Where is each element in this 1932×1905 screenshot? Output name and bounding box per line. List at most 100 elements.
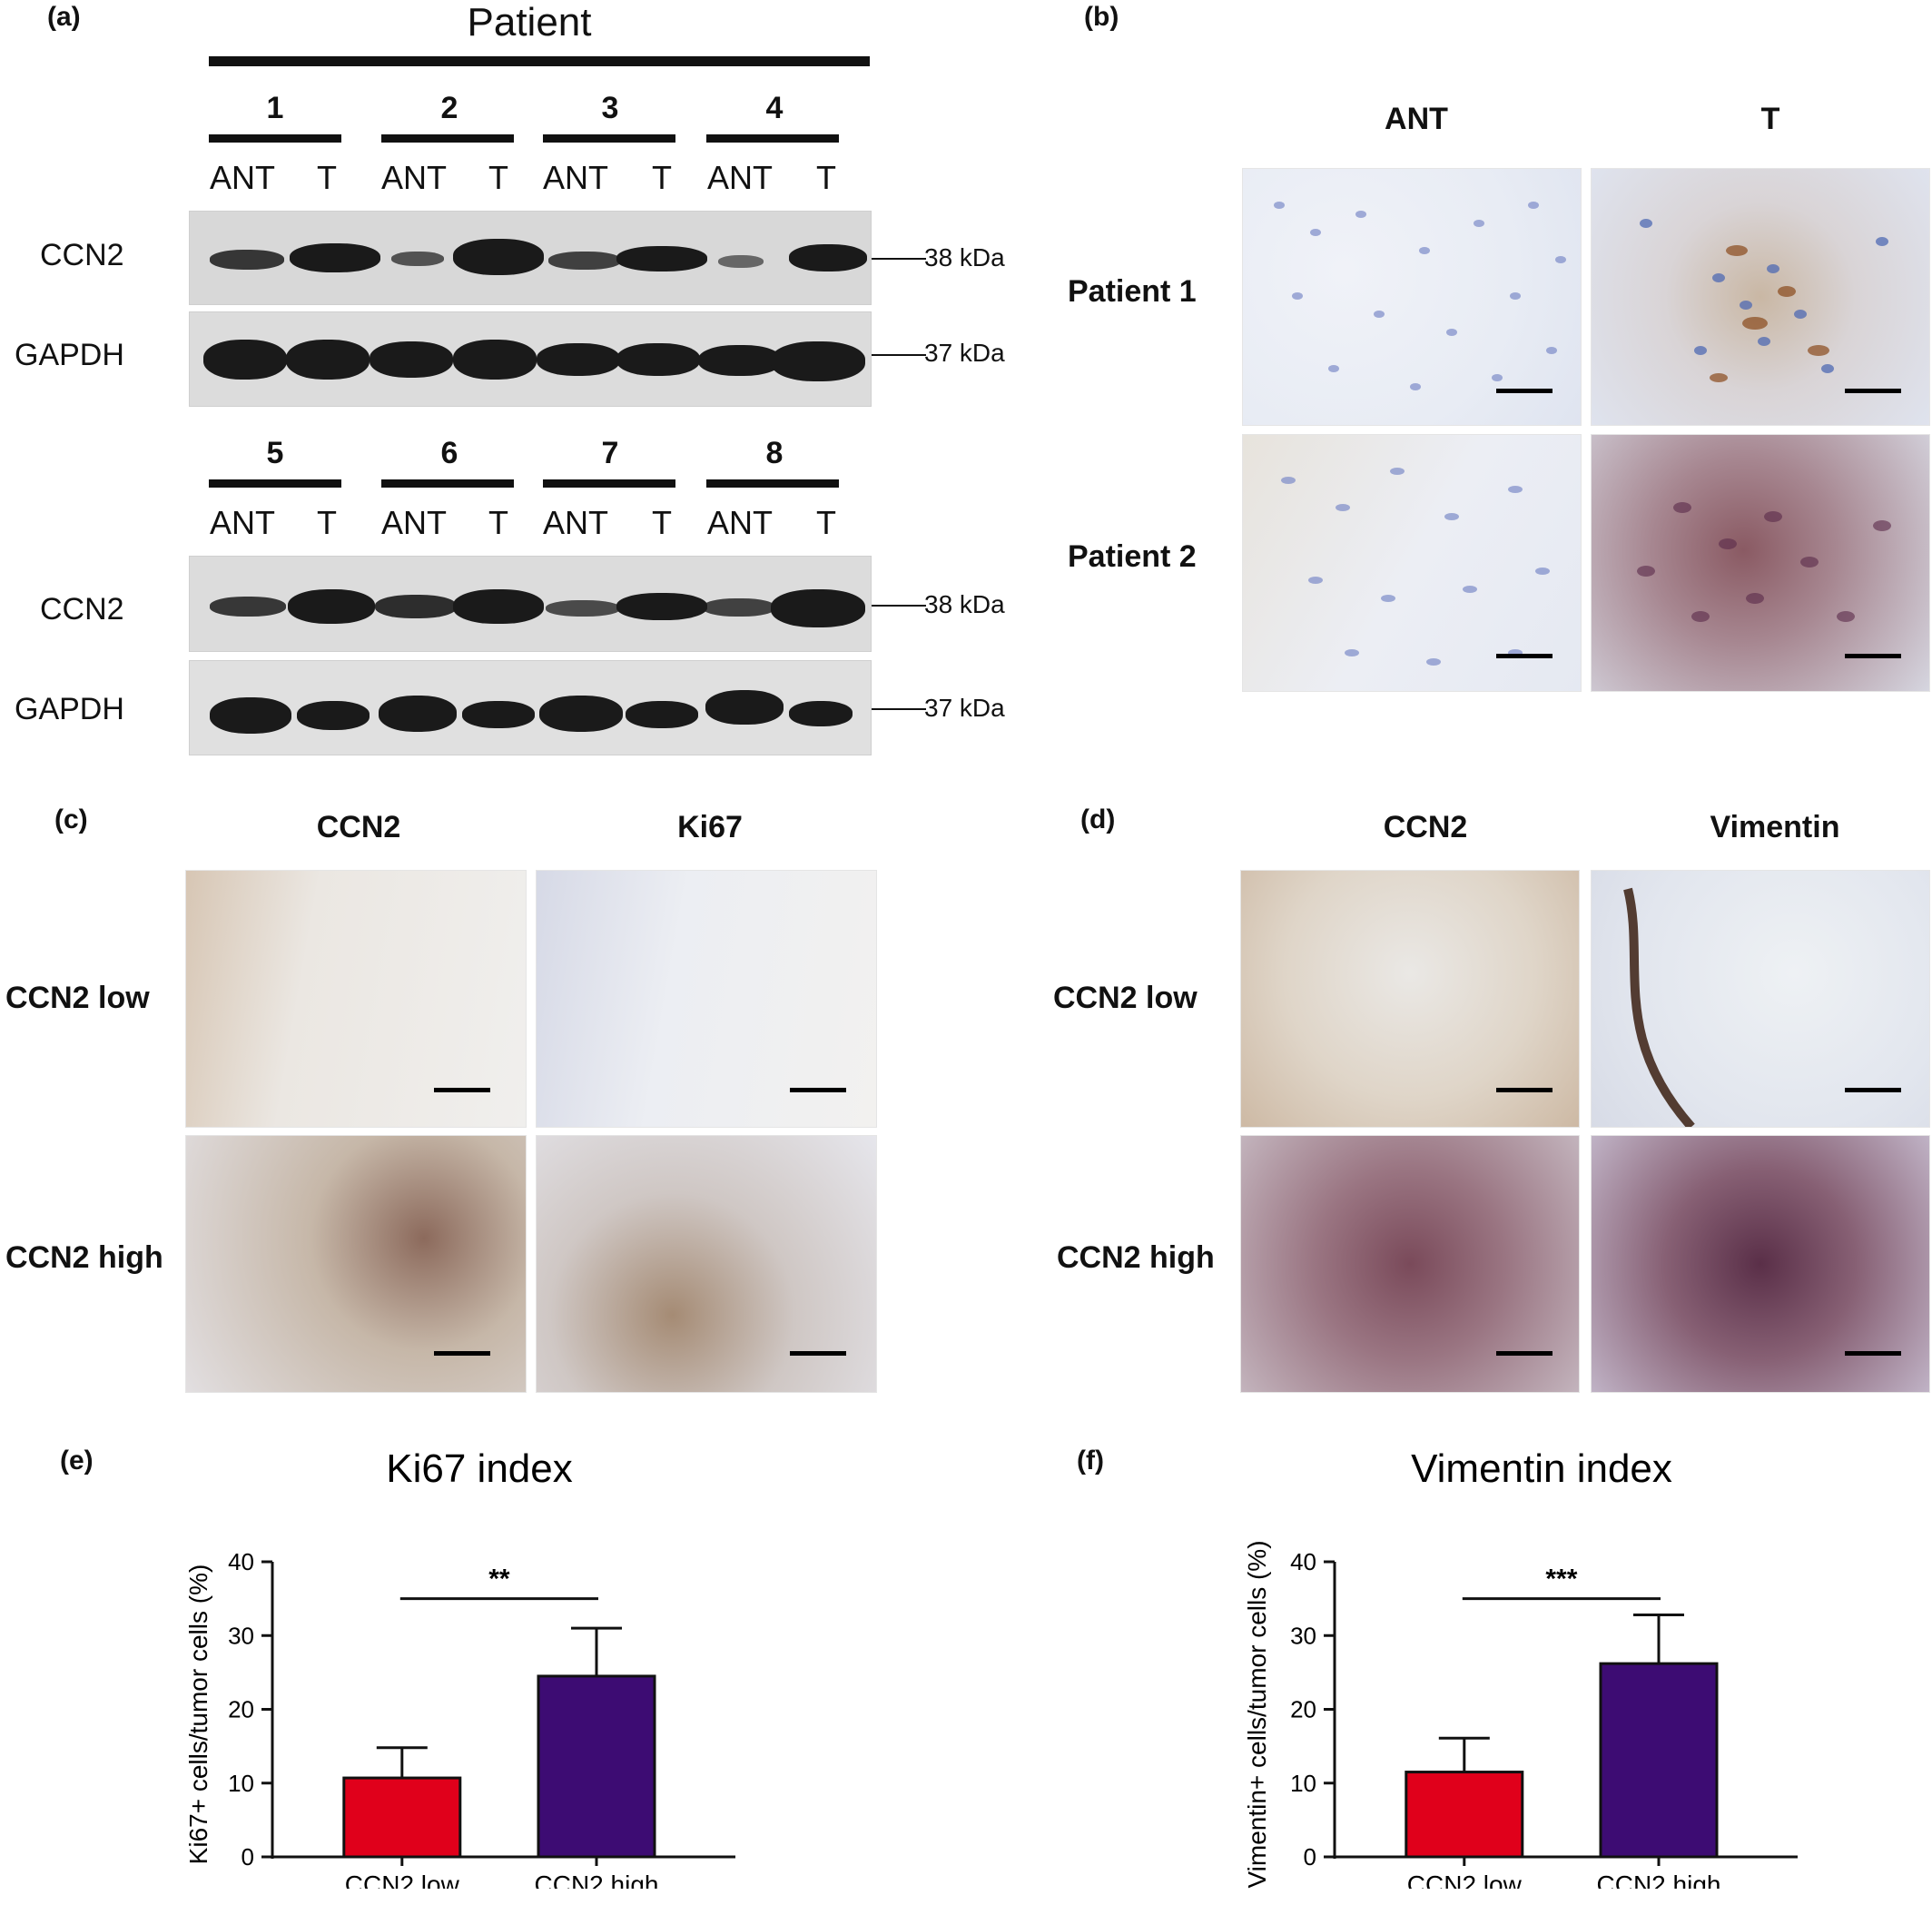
ihc-image-ki67-low <box>536 870 877 1128</box>
lane-label-t: T <box>317 504 337 541</box>
panel-label-d: (d) <box>1080 804 1116 834</box>
panel-label-b: (b) <box>1084 2 1119 32</box>
y-tick-label: 40 <box>1290 1548 1316 1575</box>
lane-label-ant: ANT <box>381 159 447 196</box>
bar <box>342 1776 462 1859</box>
kda-marker <box>872 605 926 607</box>
y-tick-label: 40 <box>228 1548 254 1575</box>
patient-number: 7 <box>601 436 619 470</box>
y-axis-label: Vimentin+ cells/tumor cells (%) <box>1243 1540 1271 1888</box>
scale-bar <box>1845 1088 1901 1092</box>
lane-label-t: T <box>816 504 836 541</box>
ccn2-blot-top <box>189 211 872 305</box>
significance-label: ** <box>488 1564 510 1594</box>
kda-label-gapdh: 37 kDa <box>924 339 1005 367</box>
gapdh-blot-bottom <box>189 660 872 755</box>
ihc-image-ccn2-high <box>185 1135 527 1393</box>
ihc-image-patient1-ant <box>1242 168 1582 426</box>
lane-label-ant: ANT <box>381 504 447 541</box>
ihc-image-ccn2-low-d <box>1240 870 1580 1128</box>
lane-label-ant: ANT <box>210 159 275 196</box>
kda-label-gapdh: 37 kDa <box>924 694 1005 722</box>
lane-label-t: T <box>816 159 836 196</box>
scale-bar <box>434 1088 490 1092</box>
row-label: Patient 1 <box>1068 274 1197 309</box>
patient-underline <box>543 134 675 143</box>
row-label-ccn2: CCN2 <box>40 238 124 272</box>
row-label: CCN2 low <box>1053 981 1198 1015</box>
ihc-image-ki67-high <box>536 1135 877 1393</box>
ihc-image-ccn2-high-d <box>1240 1135 1580 1393</box>
row-label: CCN2 high <box>1057 1240 1215 1275</box>
lane-label-ant: ANT <box>543 159 608 196</box>
patient-number: 3 <box>601 91 619 125</box>
column-label: Ki67 <box>677 810 743 844</box>
row-label-gapdh: GAPDH <box>15 338 124 372</box>
ihc-image-vimentin-low <box>1591 870 1930 1128</box>
panel-label-a: (a) <box>47 2 81 32</box>
plot-area: 0 10 20 30 40 CCN2 low CCN2 high *** <box>1290 1548 1798 1889</box>
x-tick-label: CCN2 low <box>345 1870 460 1889</box>
patient-number: 5 <box>266 436 284 470</box>
scale-bar <box>1496 389 1552 393</box>
panel-label-f: (f) <box>1077 1446 1104 1476</box>
ihc-stain-pattern <box>1623 887 1695 1127</box>
patient-underline <box>706 134 839 143</box>
patient-number: 1 <box>266 91 284 125</box>
blot-header: Patient <box>467 0 592 44</box>
column-label: CCN2 <box>316 810 401 844</box>
ihc-nuclei <box>1281 468 1550 666</box>
patient-number: 4 <box>765 91 784 125</box>
patient-underline <box>209 134 341 143</box>
kda-label-ccn2: 38 kDa <box>924 243 1005 271</box>
patient-underline <box>706 479 839 488</box>
y-tick-label: 0 <box>1304 1843 1316 1870</box>
patient-number: 2 <box>440 91 458 125</box>
y-tick-label: 10 <box>228 1770 254 1797</box>
lane-label-t: T <box>652 504 672 541</box>
lane-label-t: T <box>488 504 508 541</box>
row-label: Patient 2 <box>1068 539 1197 574</box>
chart-vimentin: Vimentin index Vimentin+ cells/tumor cel… <box>1243 1446 1798 1889</box>
chart-ki67: Ki67 index Ki67+ cells/tumor cells (%) 0… <box>184 1446 735 1889</box>
scale-bar <box>1496 1088 1552 1092</box>
scale-bar <box>1845 1351 1901 1356</box>
patient-number: 8 <box>765 436 784 470</box>
lane-label-ant: ANT <box>707 504 773 541</box>
ihc-image-patient2-ant <box>1242 434 1582 692</box>
scale-bar <box>434 1351 490 1356</box>
patient-number: 6 <box>440 436 458 470</box>
x-tick-label: CCN2 high <box>535 1870 659 1889</box>
ihc-image-vimentin-high <box>1591 1135 1930 1393</box>
x-tick-label: CCN2 low <box>1407 1870 1523 1889</box>
y-tick-label: 20 <box>1290 1696 1316 1723</box>
ihc-stain-pattern <box>1640 219 1888 382</box>
patient-underline <box>209 479 341 488</box>
y-tick-label: 0 <box>242 1843 254 1870</box>
bar <box>537 1674 656 1859</box>
ihc-image-patient2-t <box>1591 434 1930 692</box>
panel-label-c: (c) <box>54 804 88 834</box>
scale-bar <box>1496 654 1552 658</box>
patient-underline <box>381 134 514 143</box>
chart-title: Ki67 index <box>386 1446 572 1491</box>
lane-label-t: T <box>488 159 508 196</box>
x-tick-label: CCN2 high <box>1597 1870 1721 1889</box>
y-tick-label: 10 <box>1290 1770 1316 1797</box>
y-axis-label: Ki67+ cells/tumor cells (%) <box>184 1564 212 1865</box>
patient-underline <box>543 479 675 488</box>
column-label: ANT <box>1385 102 1448 136</box>
y-tick-label: 30 <box>1290 1622 1316 1649</box>
lane-label-ant: ANT <box>707 159 773 196</box>
row-label: CCN2 high <box>5 1240 163 1275</box>
plot-area: 0 10 20 30 40 CCN2 low CCN2 high ** <box>228 1548 735 1889</box>
bar <box>1405 1771 1524 1859</box>
y-tick-label: 20 <box>228 1696 254 1723</box>
lane-label-t: T <box>317 159 337 196</box>
row-label-ccn2: CCN2 <box>40 592 124 627</box>
chart-title: Vimentin index <box>1411 1446 1672 1491</box>
gapdh-blot-top <box>189 311 872 407</box>
lane-label-t: T <box>652 159 672 196</box>
lane-label-ant: ANT <box>210 504 275 541</box>
